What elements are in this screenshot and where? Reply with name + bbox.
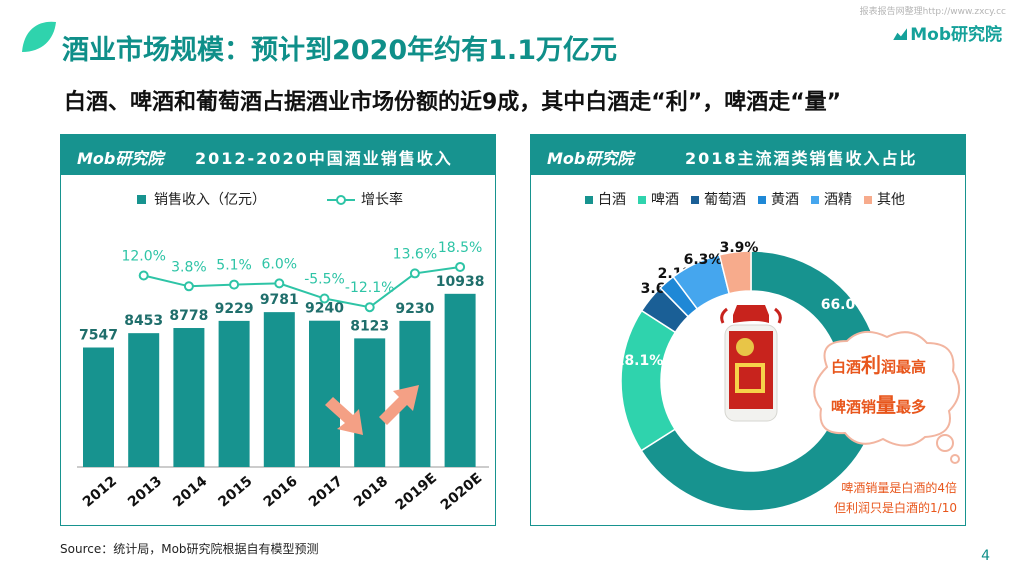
legend-line-swatch [327,195,355,205]
bar-value-label: 9240 [305,301,344,317]
x-tick-label: 2019E [393,470,440,513]
bar-value-label: 8123 [350,318,389,334]
growth-point [274,278,285,289]
growth-value-label: 3.8% [171,259,207,275]
pie-legend-item: 啤酒 [638,189,679,209]
x-tick-label: 2018 [351,473,391,510]
bar-2018 [354,338,386,467]
watermark-text: 报表报告网整理http://www.zxcy.cc [859,7,1006,17]
pie-legend-swatch [758,196,766,204]
bar-2020E [444,293,476,467]
bubble-line-1: 白酒利润最高 [831,353,926,377]
bar-value-label: 9229 [215,301,254,317]
bar-2015 [218,320,250,467]
bar-2017 [309,320,340,467]
growth-point [138,270,149,281]
mob-logo-icon [893,28,908,40]
bar-value-label: 9781 [260,292,299,308]
page-number: 4 [981,548,990,564]
mob-logo: Mob研究院 [893,20,1002,45]
x-tick-label: 2016 [261,473,301,510]
down-arrow-icon [325,397,363,435]
panel-logo: Mob研究院 [547,149,634,168]
legend-bar: 销售收入（亿元） [137,189,266,209]
source-note: Source：统计局，Mob研究院根据自有模型预测 [60,542,319,556]
growth-point [183,281,194,292]
growth-point [364,302,375,313]
pie-legend-swatch [811,196,819,204]
pie-legend-item: 葡萄酒 [691,189,746,209]
baijiu-bottle-icon [720,305,782,422]
growth-value-label: 13.6% [393,246,437,262]
growth-value-label: 6.0% [262,256,298,272]
donut-slice-label: 6.3% [684,252,723,268]
up-arrow-icon [379,385,419,425]
growth-value-label: 5.1% [216,258,252,274]
donut-slice-label: 18.1% [615,353,664,369]
pie-legend-item: 酒精 [811,189,852,209]
growth-value-label: 12.0% [121,249,165,265]
donut-slice-其他 [718,250,752,295]
panel-logo: Mob研究院 [77,149,164,168]
bubble-line-2: 啤酒销量最多 [831,393,926,417]
note-line-1: 啤酒销量是白酒的4倍 [841,481,957,495]
leaf-decoration-icon [22,21,56,52]
legend-line: 增长率 [327,189,403,209]
bar-2012 [83,347,114,467]
bar-value-label: 10938 [436,274,485,290]
revenue-chart-header: Mob研究院 2012-2020中国酒业销售收入 [61,135,495,175]
page-title: 酒业市场规模：预计到2020年约有1.1万亿元 [62,35,617,66]
revenue-chart-title: 2012-2020中国酒业销售收入 [195,149,453,168]
donut-slice-label: 66.0% [821,297,870,313]
revenue-bar-line-chart: 7547 2012 8453 2013 8778 2014 9229 2015 9781 2016… [77,240,489,514]
pie-legend: 白酒 啤酒 葡萄酒 黄酒 酒精 其他 [585,189,905,209]
x-tick-label: 2014 [170,473,210,510]
revenue-chart-panel: Mob研究院 2012-2020中国酒业销售收入 销售收入（亿元） 增长率 75… [60,134,496,526]
growth-point [319,293,330,304]
donut-slice-啤酒 [620,309,677,452]
growth-value-label: -12.1% [345,280,395,296]
growth-point [409,268,420,279]
share-chart-header: Mob研究院 2018主流酒类销售收入占比 [531,135,965,175]
growth-value-label: -5.5% [304,272,345,288]
bar-2014 [173,328,205,467]
pie-legend-item: 黄酒 [758,189,799,209]
donut-slice-label: 3.9% [720,240,759,256]
share-chart-panel: Mob研究院 2018主流酒类销售收入占比 白酒 啤酒 葡萄酒 黄酒 酒精 其他 66.0… [530,134,966,526]
share-chart-title: 2018主流酒类销售收入占比 [685,149,918,168]
growth-value-label: 18.5% [438,240,482,256]
bar-2016 [263,312,295,467]
thought-bubble: 白酒利润最高 啤酒销量最多 [813,330,960,464]
bar-value-label: 8778 [169,308,208,324]
pie-legend-swatch [691,196,699,204]
pie-legend-item: 其他 [864,189,905,209]
bar-value-label: 7547 [79,328,118,344]
x-tick-label: 2020E [438,470,485,513]
growth-point [229,279,240,290]
x-tick-label: 2012 [80,473,120,510]
pie-legend-swatch [585,196,593,204]
note-line-2: 但利润只是白酒的1/10 [834,501,957,515]
legend-bar-swatch [137,195,146,204]
pie-legend-item: 白酒 [585,189,626,209]
x-tick-label: 2017 [306,473,346,510]
bar-value-label: 9230 [395,301,434,317]
bar-2013 [128,333,160,467]
page-subtitle: 白酒、啤酒和葡萄酒占据酒业市场份额的近9成，其中白酒走“利”，啤酒走“量” [64,90,842,115]
x-tick-label: 2015 [215,473,255,510]
share-donut-chart: 66.0%18.1%3.6%2.1%6.3%3.9% [615,240,882,512]
growth-rate-line [143,265,461,309]
growth-point [455,261,466,272]
x-tick-label: 2013 [125,473,165,510]
pie-legend-swatch [864,196,872,204]
bar-value-label: 8453 [124,313,163,329]
pie-legend-swatch [638,196,646,204]
